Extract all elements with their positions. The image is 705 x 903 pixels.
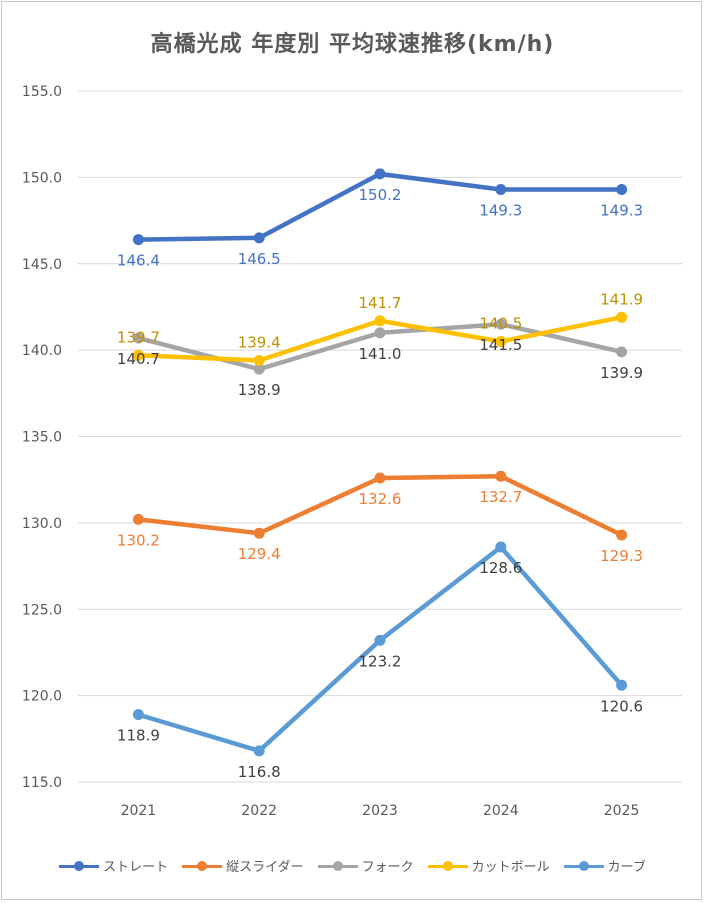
data-point: [616, 311, 628, 323]
legend-swatch: [59, 859, 100, 873]
data-point: [495, 470, 507, 482]
y-tick-label: 140.0: [22, 343, 62, 359]
legend-item: 縦スライダー: [182, 856, 304, 875]
data-label: 140.5: [479, 314, 522, 332]
data-label: 132.6: [359, 490, 402, 508]
y-tick-label: 120.0: [22, 689, 62, 705]
data-point: [616, 679, 628, 691]
data-point: [374, 327, 386, 339]
data-point: [253, 363, 265, 375]
legend-swatch: [182, 859, 223, 873]
data-label: 146.4: [117, 252, 160, 270]
legend-label: ストレート: [103, 860, 169, 875]
data-label: 149.3: [600, 201, 643, 219]
data-label: 140.7: [117, 350, 160, 368]
data-point: [132, 349, 144, 361]
series-line: [136, 171, 624, 242]
data-point: [495, 318, 507, 330]
chart-title: 高橋光成 年度別 平均球速推移(km/h): [150, 32, 555, 57]
data-label: 120.6: [600, 697, 643, 715]
data-label: 129.4: [238, 545, 281, 563]
legend-item: カットボール: [427, 856, 550, 875]
data-point: [253, 232, 265, 244]
data-point: [374, 472, 386, 484]
legend-item: カーブ: [563, 856, 646, 875]
data-label: 150.2: [359, 186, 402, 204]
legend-label: カーブ: [607, 860, 646, 875]
data-label: 141.7: [359, 294, 402, 312]
data-point: [616, 183, 628, 195]
data-point: [495, 335, 507, 347]
data-label: 149.3: [479, 201, 522, 219]
legend-item: ストレート: [59, 856, 168, 875]
y-tick-label: 115.0: [22, 775, 62, 791]
data-point: [374, 168, 386, 180]
x-tick-label: 2021: [121, 803, 157, 819]
data-label: 146.5: [238, 250, 281, 268]
data-label: 132.7: [479, 488, 522, 506]
data-label: 141.9: [600, 290, 643, 308]
data-point: [374, 634, 386, 646]
data-point: [495, 541, 507, 553]
data-label: 139.4: [238, 333, 281, 351]
legend-swatch: [427, 859, 468, 873]
data-label: 139.9: [600, 364, 643, 382]
x-tick-label: 2025: [604, 803, 640, 819]
chart-legend: ストレート 縦スライダー フォーク カットボール カーブ: [0, 856, 705, 875]
data-label: 123.2: [359, 652, 402, 670]
data-point: [253, 354, 265, 366]
data-point: [132, 709, 144, 721]
legend-swatch: [317, 859, 358, 873]
y-tick-label: 130.0: [22, 516, 62, 532]
data-label: 128.6: [479, 559, 522, 577]
data-label: 141.0: [359, 345, 402, 363]
data-label: 116.8: [238, 763, 281, 781]
data-point: [616, 529, 628, 541]
data-label: 141.5: [479, 336, 522, 354]
data-point: [132, 332, 144, 344]
x-tick-label: 2022: [241, 803, 277, 819]
data-point: [616, 346, 628, 358]
y-tick-label: 145.0: [22, 257, 62, 273]
data-point: [253, 527, 265, 539]
data-point: [132, 234, 144, 246]
x-tick-label: 2024: [483, 803, 519, 819]
series-line: [136, 544, 624, 754]
y-tick-label: 135.0: [22, 430, 62, 446]
y-tick-label: 125.0: [22, 602, 62, 618]
x-tick-label: 2023: [362, 803, 398, 819]
data-label: 138.9: [238, 381, 281, 399]
data-point: [132, 513, 144, 525]
y-tick-label: 150.0: [22, 170, 62, 186]
data-label: 130.2: [117, 531, 160, 549]
data-label: 129.3: [600, 547, 643, 565]
data-point: [374, 315, 386, 327]
data-point: [253, 745, 265, 757]
data-label: 118.9: [117, 727, 160, 745]
legend-label: フォーク: [361, 860, 414, 875]
legend-swatch: [563, 859, 604, 873]
data-point: [495, 183, 507, 195]
legend-label: 縦スライダー: [226, 860, 304, 875]
y-tick-label: 155.0: [22, 84, 62, 100]
legend-label: カットボール: [471, 860, 550, 875]
legend-item: フォーク: [317, 856, 414, 875]
data-label: 139.7: [117, 328, 160, 346]
